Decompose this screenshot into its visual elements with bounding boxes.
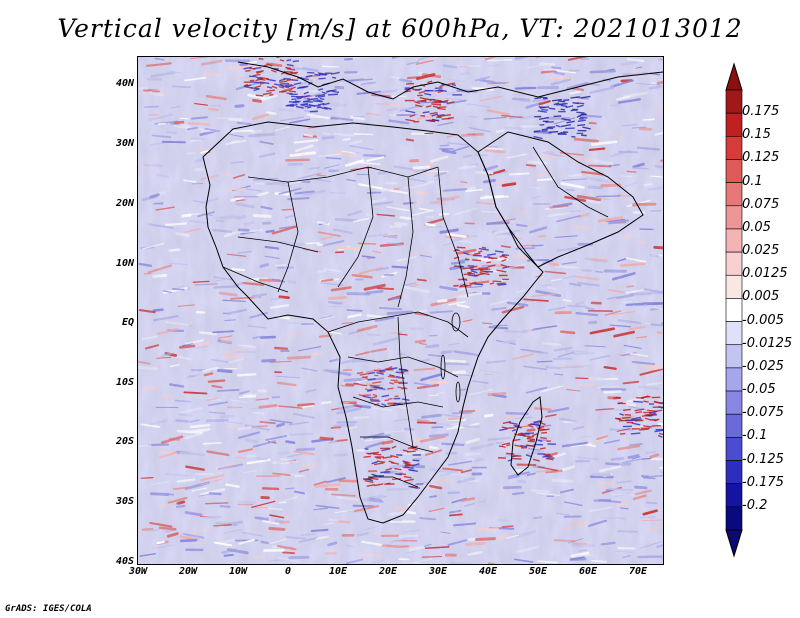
lat-label: 20N (115, 198, 134, 209)
colorbar-bin (725, 274, 743, 299)
colorbar-bin (725, 112, 743, 137)
lon-label: 40E (478, 566, 498, 577)
lat-label: 10N (115, 258, 134, 269)
colorbar-label: -0.075 (742, 405, 784, 421)
colorbar-label: -0.175 (742, 474, 784, 490)
colorbar-label: -0.025 (742, 358, 784, 374)
colorbar-bin (725, 136, 743, 160)
lat-label: 30N (115, 138, 134, 149)
lon-label: 60E (578, 566, 598, 577)
colorbar-label: 0.15 (742, 127, 771, 143)
lon-label: 10E (328, 566, 348, 577)
lon-label: 20W (178, 566, 198, 577)
lon-label: 30E (428, 566, 448, 577)
lat-label: 40S (115, 556, 134, 567)
colorbar-label: 0.1 (742, 173, 763, 189)
colorbar-bin (725, 344, 743, 369)
colorbar-bin (725, 159, 743, 183)
colorbar-label: -0.005 (742, 312, 784, 328)
lon-label: 10W (228, 566, 248, 577)
colorbar-bin (725, 182, 743, 207)
lon-label: 30W (128, 566, 148, 577)
colorbar-label: -0.1 (742, 428, 768, 444)
colorbar-label: -0.05 (742, 382, 776, 398)
colorbar-bin (725, 506, 743, 531)
colorbar-bin (725, 413, 743, 438)
colorbar-label: -0.2 (742, 497, 768, 513)
colorbar-label: 0.025 (742, 243, 780, 259)
lat-label: 10S (115, 377, 134, 388)
colorbar-bin (725, 228, 743, 253)
colorbar-bin (725, 251, 743, 276)
colorbar-bin (725, 437, 743, 461)
colorbar-bin (725, 321, 743, 346)
colorbar-bin (725, 483, 743, 508)
lon-label: 50E (528, 566, 548, 577)
footer-credit: GrADS: IGES/COLA (5, 604, 92, 614)
colorbar-bin (725, 460, 743, 484)
lat-label: 40N (115, 78, 134, 89)
colorbar-label: 0.175 (742, 104, 780, 120)
colorbar-label: 0.0125 (742, 266, 788, 282)
colorbar-label: 0.05 (742, 219, 771, 235)
lat-label: 30S (115, 496, 134, 507)
colorbar-label: -0.0125 (742, 335, 793, 351)
map-panel (137, 56, 664, 565)
map-canvas (138, 57, 663, 564)
colorbar (725, 62, 743, 558)
colorbar-bin (725, 89, 743, 114)
colorbar-bottom-arrow (725, 529, 743, 558)
colorbar-bin (725, 205, 743, 230)
lat-label: 20S (115, 436, 134, 447)
lat-label: EQ (121, 317, 134, 328)
colorbar-label: 0.005 (742, 289, 780, 305)
lon-label: 0 (284, 566, 292, 577)
colorbar-label: 0.075 (742, 196, 780, 212)
lon-label: 20E (378, 566, 398, 577)
colorbar-top-arrow (725, 62, 743, 91)
lon-label: 70E (628, 566, 648, 577)
colorbar-bin (725, 390, 743, 415)
colorbar-label: -0.125 (742, 451, 784, 467)
chart-title: Vertical velocity [m/s] at 600hPa, VT: 2… (57, 14, 743, 43)
colorbar-bin (725, 367, 743, 392)
colorbar-bin (725, 298, 743, 322)
colorbar-label: 0.125 (742, 150, 780, 166)
field-texture (138, 57, 663, 564)
